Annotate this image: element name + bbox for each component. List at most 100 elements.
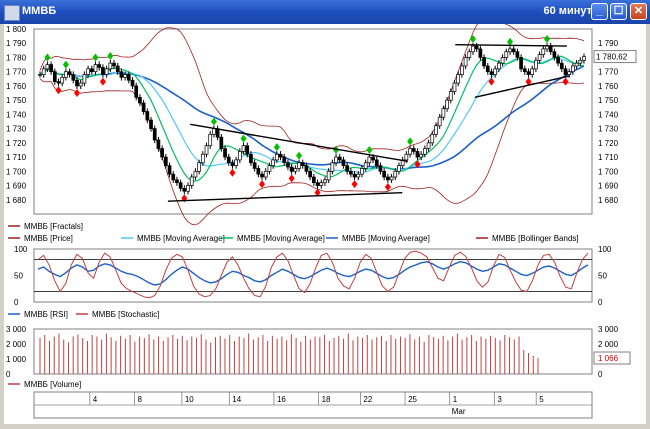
candle-body — [437, 116, 442, 127]
legend-label: ММВБ [Stochastic] — [92, 310, 160, 319]
candle-body — [278, 153, 283, 158]
candle-body — [178, 182, 183, 189]
price-y-tick-left: 1 720 — [6, 139, 27, 148]
fractal-up-marker — [407, 137, 414, 146]
candle-body — [493, 68, 498, 75]
price-y-tick-right: 1 730 — [598, 125, 619, 134]
candle-body — [282, 156, 287, 164]
title-bar[interactable]: ММВБ 60 минут _ ☐ ✕ — [0, 0, 650, 24]
candle-body — [522, 68, 527, 73]
x-axis-day-label: 18 — [322, 395, 331, 404]
candle-body — [212, 128, 216, 135]
legend-label: ММВБ [Bollinger Bands] — [492, 234, 579, 243]
price-y-tick-right: 1 710 — [598, 153, 619, 162]
chart-svg: 1 680 1 680 1 690 1 690 1 700 1 700 1 710 1 710… — [6, 15, 637, 419]
candle-body — [556, 57, 560, 64]
candle-body — [134, 85, 139, 98]
legend-label: ММВБ [Volume] — [24, 380, 81, 389]
candle-body — [508, 48, 512, 53]
candle-body — [186, 185, 190, 192]
price-y-tick-left: 1 750 — [6, 96, 27, 105]
candle-body — [245, 145, 250, 155]
fractal-down-marker — [351, 180, 358, 189]
x-axis-day-label: 10 — [185, 395, 194, 404]
volume-y-tick-left: 1 000 — [6, 355, 27, 364]
candle-body — [374, 159, 379, 166]
candle-body — [123, 74, 127, 78]
price-y-tick-right: 1 680 — [598, 196, 619, 205]
candle-body — [574, 62, 579, 67]
candle-body — [197, 162, 201, 172]
candle-body — [171, 173, 176, 181]
volume-y-tick-right: 3 000 — [598, 325, 619, 334]
minimize-button[interactable]: _ — [591, 3, 608, 20]
candle-body — [38, 74, 42, 76]
candle-body — [289, 166, 294, 172]
fractal-up-marker — [506, 37, 513, 46]
fractal-down-marker — [55, 86, 62, 95]
candle-body — [393, 170, 398, 178]
candle-body — [141, 102, 146, 112]
candle-body — [297, 162, 301, 169]
legend-label: ММВБ [RSI] — [24, 310, 68, 319]
candle-body — [426, 142, 431, 149]
candle-body — [356, 173, 361, 178]
candle-body — [138, 96, 142, 104]
candle-body — [215, 128, 220, 138]
fractal-down-marker — [414, 160, 421, 169]
oscillator-y-tick-left: 50 — [14, 272, 23, 281]
candle-body — [60, 77, 65, 84]
candle-body — [267, 165, 272, 172]
price-y-tick-right: 1 720 — [598, 139, 619, 148]
candle-body — [89, 68, 94, 73]
fractal-down-marker — [99, 77, 106, 86]
candle-body — [467, 51, 472, 58]
maximize-button[interactable]: ☐ — [610, 3, 627, 20]
candle-body — [126, 74, 131, 81]
x-axis-day-label: 16 — [277, 395, 286, 404]
candle-body — [334, 156, 338, 164]
candle-body — [326, 170, 331, 181]
candle-body — [223, 148, 227, 158]
candle-body — [75, 79, 79, 87]
candle-body — [397, 165, 401, 172]
candle-body — [49, 64, 53, 73]
fractal-up-marker — [107, 52, 114, 61]
price-y-tick-right: 1 690 — [598, 182, 619, 191]
candle-body — [56, 81, 61, 84]
candle-body — [252, 162, 257, 169]
candle-body — [452, 82, 457, 92]
candle-body — [434, 125, 438, 135]
volume-y-tick-right: 2 000 — [598, 340, 619, 349]
candle-body — [515, 51, 520, 58]
candle-body — [41, 68, 46, 75]
candle-body — [559, 62, 564, 70]
x-axis-day-label: 25 — [408, 395, 417, 404]
candle-body — [234, 159, 238, 166]
candle-body — [548, 45, 553, 53]
candle-body — [249, 153, 253, 164]
candle-body — [93, 64, 98, 73]
oscillator-y-tick-right: 0 — [598, 298, 603, 307]
candle-body — [82, 74, 87, 84]
candle-body — [456, 74, 461, 84]
candle-body — [482, 57, 486, 67]
candle-body — [219, 136, 224, 149]
moving-average-fast-line — [39, 55, 585, 182]
candle-body — [485, 65, 490, 73]
candle-body — [423, 148, 427, 155]
candle-body — [78, 82, 83, 87]
legend-label: ММВБ [Moving Average] — [342, 234, 430, 243]
fractal-up-marker — [469, 34, 476, 43]
fractal-down-marker — [229, 168, 236, 177]
fractal-up-marker — [543, 34, 550, 43]
candle-body — [286, 162, 290, 168]
fractal-up-marker — [366, 145, 373, 154]
close-button[interactable]: ✕ — [630, 3, 647, 20]
x-axis-day-label: 14 — [232, 395, 241, 404]
price-y-tick-right: 1 700 — [598, 167, 619, 176]
candle-body — [511, 48, 516, 53]
legend-label: ММВБ [Moving Average] — [237, 234, 325, 243]
last-volume-label: 1 066 — [598, 354, 619, 363]
